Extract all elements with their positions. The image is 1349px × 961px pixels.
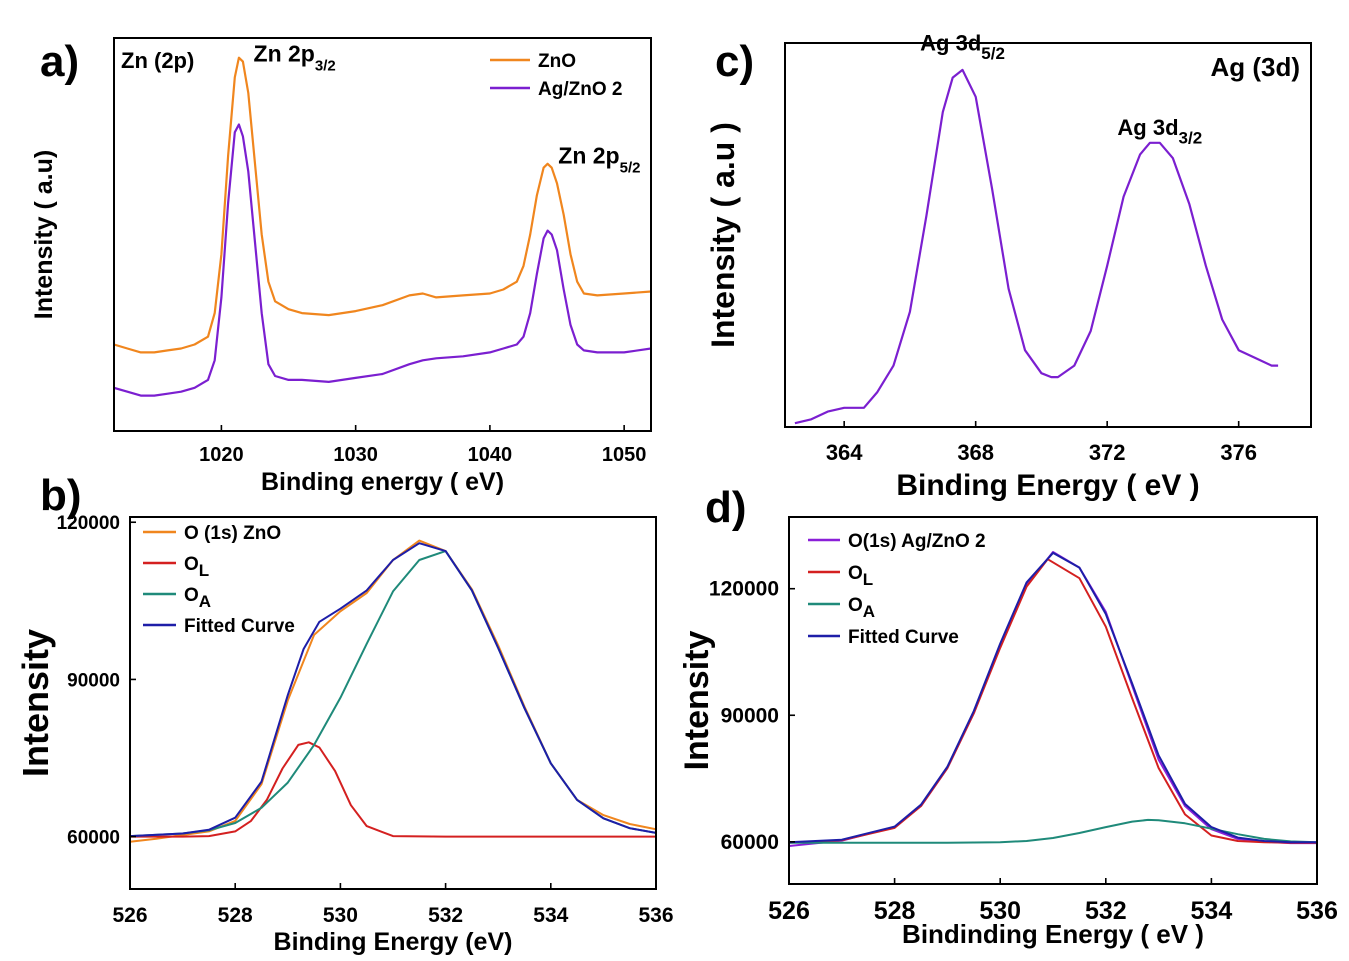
- legend: ZnO Ag/ZnO 2: [490, 51, 622, 100]
- y-axis-title: Intensity: [678, 631, 716, 771]
- legend-label: OL: [848, 563, 873, 589]
- x-tick-label: 532: [1085, 897, 1127, 925]
- x-tick-label: 528: [874, 897, 916, 925]
- series-line-3: [130, 542, 656, 838]
- series-line-1: [789, 558, 1317, 844]
- x-tick-label: 526: [768, 897, 810, 925]
- series-line-1: [130, 741, 656, 838]
- x-tick-label: 1020: [199, 444, 244, 466]
- x-tick-label: 534: [1191, 897, 1233, 925]
- x-tick-label: 530: [323, 904, 358, 927]
- plot-frame: [784, 42, 1312, 428]
- y-tick-label: 60000: [67, 828, 120, 849]
- panel-label: b): [40, 471, 82, 520]
- legend-label: ZnO: [538, 51, 576, 72]
- series-line-0: [789, 551, 1317, 847]
- x-axis-title: Bindinding Energy ( eV ): [902, 919, 1204, 949]
- chart-panel-c: c) 364 368 372 376 Binding Energy ( eV ) Inten…: [705, 31, 1312, 502]
- peak-annotation: Zn 2p3/2: [254, 41, 336, 75]
- x-tick-label: 1050: [602, 444, 647, 466]
- legend-label: OA: [184, 585, 211, 611]
- legend-label: Fitted Curve: [848, 627, 959, 648]
- inset-label: Zn (2p): [121, 48, 194, 73]
- legend-label: OA: [848, 595, 875, 621]
- series-line-0: [130, 539, 656, 843]
- x-axis-title: Binding Energy ( eV ): [896, 469, 1199, 502]
- chart-panel-a: a) 1020 1030 1040 1050 Binding energy ( eV) In…: [30, 37, 652, 496]
- plot-frame: [788, 516, 1318, 885]
- peak-annotation: Ag 3d5/2: [920, 31, 1005, 63]
- x-axis-title: Binding energy ( eV): [261, 468, 504, 496]
- panel-label: d): [705, 483, 747, 532]
- inset-label: Ag (3d): [1210, 52, 1300, 82]
- x-tick-label: 376: [1220, 440, 1257, 465]
- x-tick-label: 364: [826, 440, 863, 465]
- x-tick-label: 526: [112, 904, 147, 927]
- peak-annotation: Zn 2p5/2: [558, 143, 640, 177]
- y-tick-label: 120000: [57, 513, 120, 534]
- x-tick-label: 1040: [468, 444, 513, 466]
- series-line-1: [114, 123, 651, 397]
- plot-frame: [113, 37, 652, 432]
- y-tick-label: 90000: [721, 704, 779, 727]
- chart-panel-d: d) 526 528 530 532 534 536 60000 90000 120000 Bind…: [678, 483, 1338, 949]
- legend-label: OL: [184, 554, 209, 580]
- x-tick-label: 530: [979, 897, 1021, 925]
- legend: O (1s) ZnO OL OA Fitted Curve: [143, 523, 295, 637]
- series-line-0: [114, 56, 651, 354]
- chart-panel-b: b) 526 528 530 532 534 536 60000 90000 120000 Bind…: [15, 471, 674, 956]
- legend-label: O(1s) Ag/ZnO 2: [848, 531, 986, 552]
- series-line-0: [794, 68, 1279, 425]
- panel-label: a): [40, 37, 79, 86]
- x-tick-label: 536: [1296, 897, 1338, 925]
- peak-annotation: Ag 3d3/2: [1117, 115, 1202, 147]
- panel-label: c): [715, 37, 754, 86]
- x-tick-label: 368: [957, 440, 994, 465]
- y-axis-title: Intensity ( a.u ): [705, 122, 741, 348]
- x-tick-label: 532: [428, 904, 463, 927]
- legend-label: O (1s) ZnO: [184, 523, 281, 544]
- y-tick-label: 60000: [721, 831, 779, 854]
- x-tick-label: 528: [218, 904, 253, 927]
- y-tick-label: 90000: [67, 670, 120, 691]
- x-tick-label: 536: [638, 904, 673, 927]
- y-axis-title: Intensity ( a.u): [30, 150, 58, 319]
- x-tick-label: 1030: [333, 444, 378, 466]
- legend-label: Fitted Curve: [184, 616, 295, 637]
- x-tick-label: 372: [1089, 440, 1126, 465]
- x-tick-label: 534: [533, 904, 568, 927]
- y-tick-label: 120000: [709, 578, 779, 601]
- x-axis-title: Binding Energy (eV): [274, 928, 513, 956]
- legend-label: Ag/ZnO 2: [538, 79, 622, 100]
- y-axis-title: Intensity: [15, 629, 56, 777]
- series-line-2: [789, 818, 1317, 844]
- legend: O(1s) Ag/ZnO 2 OL OA Fitted Curve: [808, 531, 986, 648]
- series-line-3: [789, 551, 1317, 844]
- plot-frame: [129, 516, 657, 890]
